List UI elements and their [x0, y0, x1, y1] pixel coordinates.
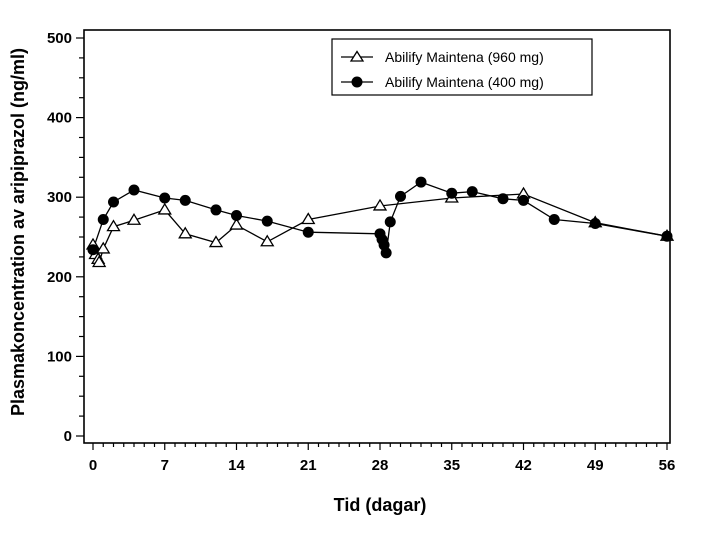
legend-box	[331, 38, 593, 96]
data-point-400mg	[446, 187, 458, 199]
x-tick-label: 49	[587, 457, 604, 474]
data-point-400mg	[497, 193, 509, 205]
legend-marker-960-triangle-icon	[349, 50, 365, 62]
data-point-400mg	[548, 213, 560, 225]
data-point-960mg	[157, 202, 172, 215]
data-point-960mg	[260, 234, 275, 247]
data-point-400mg	[395, 190, 406, 202]
legend-label-400: Abilify Maintena (400 mg)	[385, 74, 544, 90]
data-point-960mg	[92, 255, 107, 268]
data-point-400mg	[589, 217, 601, 229]
x-tick-label: 14	[228, 457, 245, 474]
x-axis-title: Tid (dagar)	[334, 495, 427, 515]
data-point-400mg	[159, 192, 171, 204]
data-point-400mg	[108, 196, 119, 208]
x-tick-label: 7	[161, 457, 169, 474]
x-tick-label: 21	[300, 457, 317, 474]
data-point-960mg	[372, 198, 388, 211]
axes: 0 7 14 21 28 35 42 49 56 0 100 200 300 400 500	[47, 29, 676, 474]
data-point-400mg	[302, 226, 314, 238]
x-tick-label: 0	[89, 457, 97, 474]
data-point-960mg	[229, 217, 244, 230]
data-point-400mg	[210, 204, 222, 216]
data-point-960mg	[301, 212, 316, 225]
legend-label-960: Abilify Maintena (960 mg)	[385, 49, 544, 65]
data-point-960mg	[106, 219, 121, 232]
data-point-400mg	[231, 210, 242, 222]
data-point-400mg	[261, 215, 273, 227]
y-axis-title: Plasmakoncentration av aripiprazol (ng/m…	[8, 48, 28, 416]
series-layer	[85, 176, 675, 268]
data-point-400mg	[97, 213, 109, 225]
x-tick-label: 35	[443, 457, 460, 474]
data-point-400mg	[384, 216, 396, 228]
data-point-400mg	[87, 244, 99, 256]
y-tick-label: 0	[64, 428, 72, 445]
data-point-960mg	[178, 226, 193, 239]
x-tick-label: 42	[515, 457, 532, 474]
y-tick-label: 500	[47, 30, 72, 47]
y-tick-label: 300	[47, 189, 72, 206]
x-tick-label: 28	[372, 457, 389, 474]
legend-marker-400-circle-icon	[351, 76, 363, 88]
y-tick-label: 200	[47, 269, 72, 286]
data-point-400mg	[518, 194, 529, 206]
x-tick-label: 56	[659, 457, 676, 474]
data-point-400mg	[415, 176, 427, 188]
data-point-400mg	[380, 247, 392, 259]
data-point-400mg	[466, 186, 478, 198]
y-tick-label: 100	[47, 348, 72, 365]
data-point-960mg	[96, 241, 111, 254]
data-point-400mg	[661, 230, 673, 242]
data-point-400mg	[179, 194, 191, 206]
y-tick-label: 400	[47, 110, 72, 127]
data-point-960mg	[208, 235, 224, 248]
data-point-960mg	[126, 213, 142, 225]
data-point-400mg	[128, 184, 140, 196]
legend: Abilify Maintena (960 mg) Abilify Mainte…	[331, 38, 593, 96]
